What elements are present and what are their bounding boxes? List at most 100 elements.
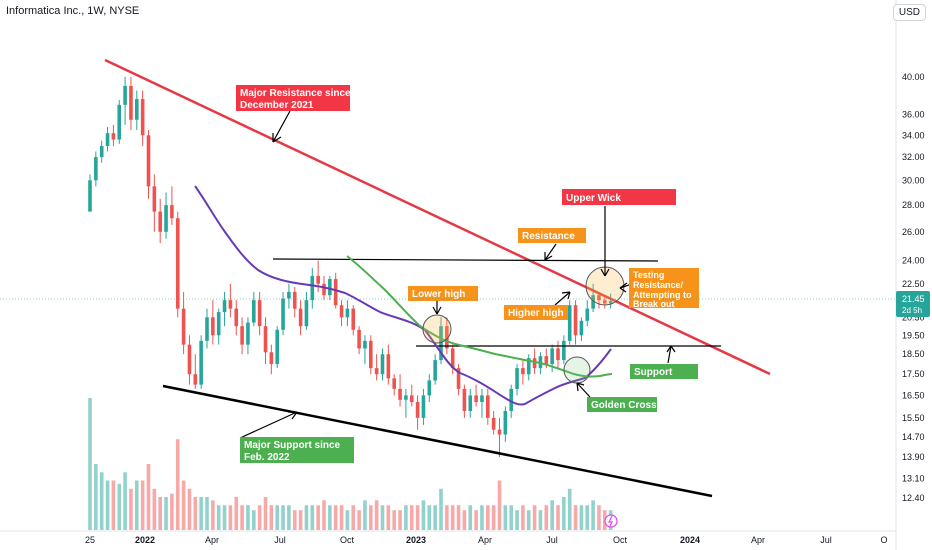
volume-bar — [316, 505, 320, 530]
volume-bar — [503, 505, 508, 530]
candle — [199, 335, 203, 389]
candle — [222, 291, 227, 327]
volume-bar — [152, 488, 157, 530]
candle — [351, 305, 356, 336]
candle — [562, 335, 566, 365]
volume-bar — [252, 510, 256, 530]
last-price-badge — [896, 291, 930, 317]
time-tick-label: Apr — [205, 535, 219, 545]
price-tick-label: 12.40 — [902, 493, 925, 503]
volume-bar — [298, 510, 303, 530]
candle — [409, 384, 414, 407]
volume-bar — [456, 505, 461, 530]
candle — [597, 291, 601, 309]
volume-bar — [158, 497, 162, 530]
candle — [129, 76, 133, 131]
volume-bar — [94, 464, 98, 530]
volume-bar — [591, 500, 595, 530]
time-tick-label: Jul — [274, 535, 286, 545]
volume-bar — [193, 497, 198, 530]
volume-bar — [562, 497, 566, 530]
price-tick-label: 18.50 — [902, 349, 925, 359]
candle — [181, 291, 186, 355]
lower-high-label-box — [408, 286, 478, 301]
last-price-value: 21.45 — [902, 294, 925, 304]
candle — [304, 291, 309, 330]
price-tick-label: 13.90 — [902, 452, 925, 462]
candle — [474, 384, 478, 407]
volume-bar — [404, 505, 408, 530]
candle — [339, 300, 344, 327]
testing-label-line1: Testing — [633, 270, 664, 280]
candle — [608, 293, 613, 309]
volume-bar — [450, 505, 455, 530]
volume-bar — [269, 505, 274, 530]
slow-moving-average — [346, 255, 613, 378]
volume-bar — [345, 510, 350, 530]
candle — [99, 140, 104, 163]
volume-bar — [532, 505, 537, 530]
candle — [369, 335, 373, 375]
volume-bar — [263, 497, 268, 530]
candle — [503, 406, 508, 442]
volume-bar — [357, 510, 361, 530]
candle — [263, 317, 268, 365]
volume-bar — [240, 505, 244, 530]
volume-bar — [310, 505, 315, 530]
volume-bar — [117, 483, 122, 530]
event-lightning-icon[interactable] — [604, 514, 618, 528]
currency-button[interactable]: USD — [892, 4, 926, 21]
volume-bar — [439, 488, 443, 530]
volume-bar — [567, 488, 572, 530]
candle — [497, 417, 502, 458]
price-tick-label: 36.00 — [902, 110, 925, 120]
volume-bar — [205, 497, 209, 530]
candle — [603, 295, 607, 309]
time-tick-label: Apr — [478, 535, 492, 545]
candle — [374, 354, 379, 381]
candle — [491, 410, 496, 435]
volume-bar — [497, 480, 502, 530]
volume-bar — [538, 510, 543, 530]
volume-bar — [468, 505, 473, 530]
time-tick-label: Jul — [546, 535, 558, 545]
volume-bar — [445, 505, 449, 530]
lightning-glyph-icon — [608, 515, 613, 527]
golden-cross-label-box — [587, 397, 657, 412]
candle — [521, 360, 525, 385]
resistance-label-box — [518, 228, 586, 243]
price-tick-label: 19.50 — [902, 330, 925, 340]
volume-bar — [146, 464, 151, 530]
annotation-arrows — [239, 110, 676, 439]
support-label-box — [630, 364, 698, 379]
volume-bar — [544, 505, 549, 530]
volume-bar — [409, 505, 414, 530]
price-tick-label: 34.00 — [902, 130, 925, 140]
candle — [205, 308, 209, 349]
time-tick-label: O — [880, 535, 887, 545]
volume-bar — [123, 472, 127, 530]
time-tick-label: 2023 — [406, 535, 426, 545]
volume-bar — [579, 505, 584, 530]
candle — [140, 90, 145, 147]
upper-wick-label-box — [562, 189, 676, 205]
candle — [257, 291, 262, 336]
volume-bar — [234, 497, 239, 530]
candle — [585, 300, 590, 327]
candlesticks — [88, 76, 613, 458]
candle — [357, 326, 361, 355]
candle — [146, 130, 151, 199]
candle — [135, 90, 139, 131]
volume-bar — [175, 439, 180, 530]
volume-bar — [257, 505, 262, 530]
volume-bar — [474, 510, 478, 530]
volume-bar — [526, 510, 531, 530]
volume-bar — [427, 505, 432, 530]
candle — [158, 198, 162, 244]
price-tick-label: 15.50 — [902, 413, 925, 423]
major-resistance-label-box — [236, 85, 350, 111]
price-tick-label: 16.50 — [902, 390, 925, 400]
volume-bar — [556, 505, 560, 530]
candle — [170, 186, 174, 225]
